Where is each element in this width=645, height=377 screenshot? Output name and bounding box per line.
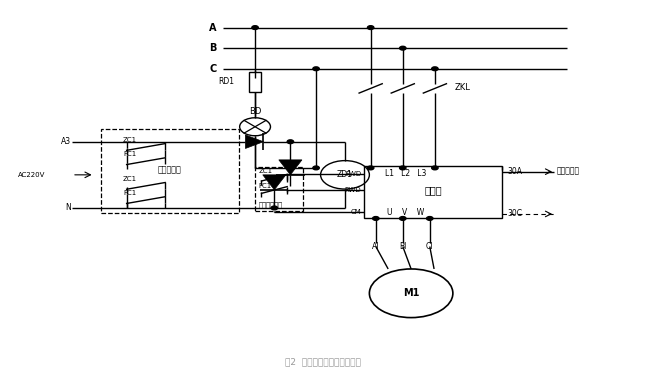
Circle shape [399,166,406,170]
Text: 变频器: 变频器 [424,185,442,195]
Text: U    V    W: U V W [388,208,424,217]
Text: ZC1: ZC1 [258,168,272,174]
Text: 30A: 30A [508,167,522,176]
Circle shape [271,206,277,210]
Text: 去报警回路: 去报警回路 [557,166,580,175]
FancyBboxPatch shape [248,72,261,92]
Text: ZC1: ZC1 [123,176,137,182]
FancyBboxPatch shape [101,129,239,213]
FancyBboxPatch shape [364,166,502,218]
Text: Al: Al [372,242,379,251]
Circle shape [368,166,374,170]
Text: Cl: Cl [426,242,433,251]
Text: AC220V: AC220V [17,172,45,178]
Circle shape [313,67,319,70]
Text: ZD1: ZD1 [337,170,353,179]
Circle shape [368,26,374,29]
Text: N: N [65,204,71,213]
Circle shape [313,166,319,170]
Text: ZKL: ZKL [454,83,470,92]
Circle shape [287,140,293,144]
Polygon shape [263,175,286,190]
Circle shape [432,67,438,70]
Text: FC1: FC1 [123,190,137,196]
Text: L1   L2   L3: L1 L2 L3 [385,169,427,178]
Circle shape [399,216,406,220]
Polygon shape [246,135,263,149]
Text: A3: A3 [61,137,71,146]
FancyBboxPatch shape [255,167,303,211]
Text: RD1: RD1 [219,77,235,86]
Text: C: C [209,64,217,74]
Text: RWD: RWD [344,187,361,193]
Text: 30C: 30C [508,210,522,218]
Text: 圖2  旋轉門的變頻調速原理圖: 圖2 旋轉門的變頻調速原理圖 [284,357,361,366]
Polygon shape [279,160,302,175]
Circle shape [252,26,258,29]
Text: A: A [209,23,217,32]
Circle shape [426,216,433,220]
Circle shape [432,166,438,170]
Text: FC1: FC1 [123,152,137,158]
Text: FWD: FWD [345,171,361,177]
Text: FC1: FC1 [259,182,272,188]
Text: Bl: Bl [399,242,406,251]
Text: CM: CM [350,209,361,215]
Text: 正反接触点: 正反接触点 [158,165,182,174]
Text: ZC1: ZC1 [123,137,137,143]
Text: 一正反接触点: 一正反接触点 [258,201,283,207]
Circle shape [373,216,379,220]
Text: BD: BD [249,107,261,115]
Circle shape [399,46,406,50]
Text: M1: M1 [403,288,419,298]
Text: B: B [209,43,217,53]
